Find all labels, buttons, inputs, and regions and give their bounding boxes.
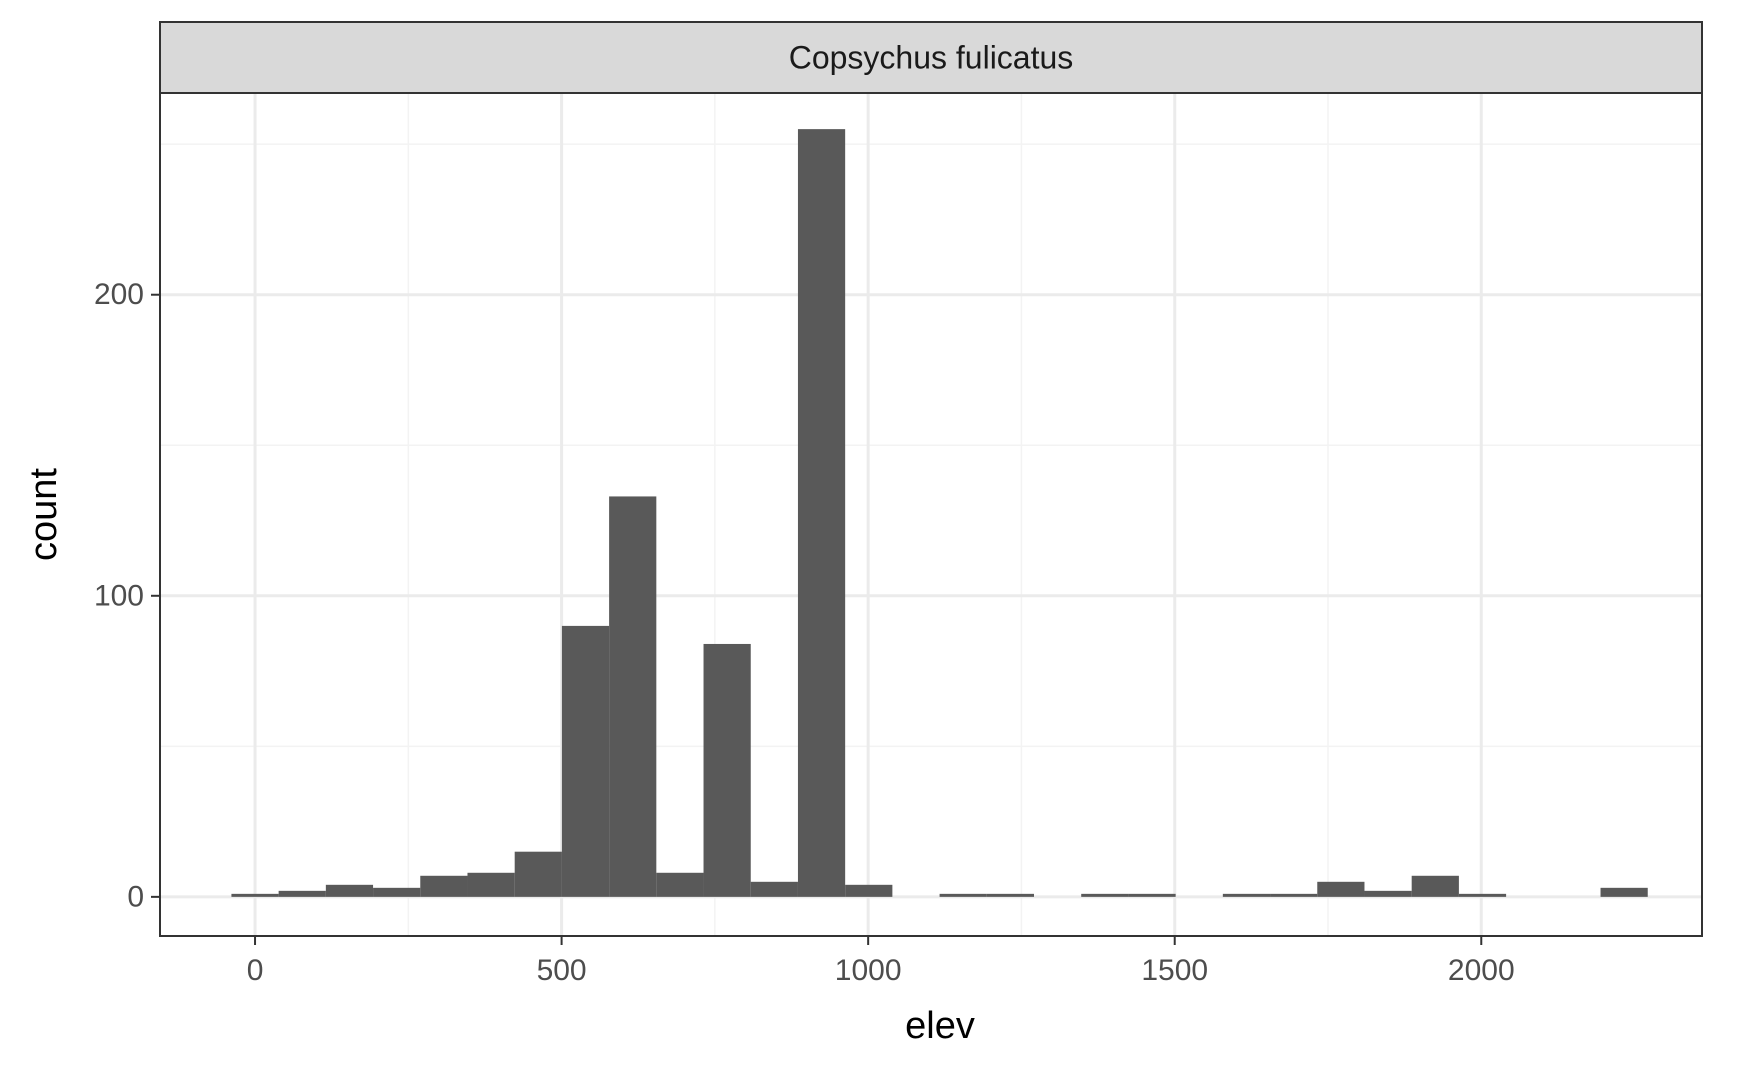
histogram-bar (845, 884, 893, 897)
histogram-bars (231, 129, 1648, 897)
histogram-bar (325, 884, 374, 897)
histogram-bar (703, 643, 751, 897)
histogram-bar (278, 890, 326, 897)
histogram-bar (514, 851, 562, 897)
y-tick-label: 0 (127, 880, 144, 913)
histogram-bar (609, 496, 657, 897)
x-tick-label: 500 (537, 954, 587, 987)
panel-border (159, 92, 1703, 937)
panel-background (160, 93, 1702, 936)
y-axis-title: count (23, 468, 65, 561)
histogram-bar (750, 881, 798, 897)
x-tick-label: 0 (247, 954, 264, 987)
histogram-bar (1364, 890, 1412, 897)
histogram-bar (1458, 893, 1507, 897)
x-tick-label: 1000 (835, 954, 902, 987)
y-axis: 0 100 200 (94, 278, 160, 913)
facet-strip-background (159, 21, 1703, 94)
histogram-bar (1128, 893, 1176, 897)
y-tick-label: 200 (94, 278, 144, 311)
histogram-bar (561, 625, 610, 897)
x-tick-label: 2000 (1448, 954, 1515, 987)
histogram-bar (1222, 893, 1271, 897)
x-axis-title: elev (905, 1005, 975, 1047)
histogram-bar (1270, 893, 1318, 897)
histogram-bar (939, 893, 987, 897)
grid-minor-lines (160, 93, 1702, 936)
facet-strip-label: Copsychus fulicatus (789, 40, 1074, 76)
x-tick-label: 1500 (1141, 954, 1208, 987)
facet-strip: Copsychus fulicatus (159, 21, 1703, 94)
histogram-bar (467, 872, 515, 897)
histogram-bar (986, 893, 1035, 897)
plot-panel (159, 92, 1703, 937)
histogram-bar (656, 872, 704, 897)
histogram-bar (797, 129, 846, 897)
histogram-bar (1600, 887, 1648, 897)
histogram-bar (1411, 875, 1459, 897)
histogram-bar (373, 887, 421, 897)
histogram-bar (231, 893, 279, 897)
histogram-bar (1317, 881, 1365, 897)
y-tick-label: 100 (94, 579, 144, 612)
histogram-bar (420, 875, 468, 897)
histogram-bar (1081, 893, 1129, 897)
x-axis: 0 500 1000 1500 2000 (247, 936, 1515, 987)
